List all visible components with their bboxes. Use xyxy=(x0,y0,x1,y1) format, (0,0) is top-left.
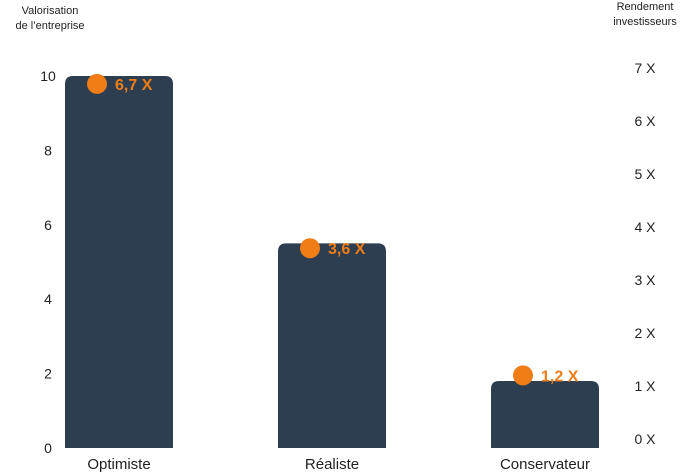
y-axis-left: 0 2 4 6 8 10 xyxy=(40,68,56,456)
y-axis-title-left: Valorisation de l’entreprise xyxy=(15,5,85,32)
return-marker xyxy=(87,73,107,94)
return-value-label: 6,7 X xyxy=(115,77,153,94)
return-marker xyxy=(300,238,320,259)
bar-conservateur xyxy=(491,381,599,448)
bar-réaliste xyxy=(278,243,386,448)
y2-tick-label: 4 X xyxy=(634,219,656,235)
bars xyxy=(65,76,599,448)
y-tick-label: 0 xyxy=(44,440,52,456)
return-marker xyxy=(513,365,533,386)
y-tick-label: 8 xyxy=(44,142,52,158)
y2-tick-label: 3 X xyxy=(634,272,656,288)
y-tick-label: 10 xyxy=(40,68,56,84)
y2-tick-label: 0 X xyxy=(634,431,656,447)
y2-tick-label: 6 X xyxy=(634,113,656,129)
y-tick-label: 2 xyxy=(44,366,52,382)
category-label: Optimiste xyxy=(87,456,150,473)
bar-optimiste xyxy=(65,76,173,448)
y2-tick-label: 1 X xyxy=(634,378,656,394)
y2-tick-label: 2 X xyxy=(634,325,656,341)
category-label: Conservateur xyxy=(500,456,590,473)
y-axis-title-right: Rendement investisseurs xyxy=(613,1,677,28)
return-value-label: 3,6 X xyxy=(328,241,366,258)
return-value-label: 1,2 X xyxy=(541,368,579,385)
x-axis: Optimiste Réaliste Conservateur xyxy=(87,456,590,473)
y2-tick-label: 5 X xyxy=(634,166,656,182)
category-label: Réaliste xyxy=(305,456,359,473)
y-axis-right: 0 X 1 X 2 X 3 X 4 X 5 X 6 X 7 X xyxy=(634,60,656,447)
y-tick-label: 6 xyxy=(44,217,52,233)
y2-tick-label: 7 X xyxy=(634,60,656,76)
y-tick-label: 4 xyxy=(44,291,52,307)
return-markers: 6,7 X 3,6 X 1,2 X xyxy=(87,73,579,386)
